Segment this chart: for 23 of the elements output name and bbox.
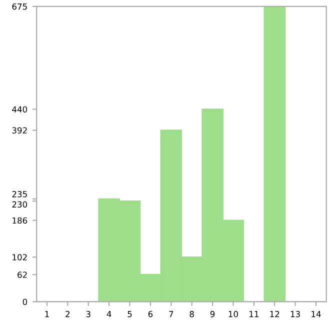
y-tick-label: 392 — [12, 127, 27, 134]
x-tick-label: 11 — [250, 311, 258, 318]
x-tick-label: 8 — [190, 310, 194, 318]
x-tick-label: 4 — [106, 311, 112, 318]
x-tick-label: 7 — [169, 311, 174, 318]
x-tick-label: 9 — [210, 310, 215, 318]
x-tick-label: 2 — [66, 310, 70, 318]
x-tick-label: 13 — [290, 310, 300, 318]
x-tick-label: 3 — [86, 310, 90, 318]
x-tick-label: 6 — [148, 310, 153, 318]
x-tick-label: 10 — [228, 310, 238, 318]
y-tick-label: 235 — [12, 191, 27, 198]
y-tick-label: 675 — [12, 3, 27, 10]
x-tick-label: 1 — [45, 311, 49, 318]
x-tick-label: 14 — [312, 311, 321, 318]
y-tick-label: 62 — [18, 272, 27, 278]
x-tick-label: 5 — [128, 311, 132, 318]
y-tick-label: 230 — [12, 201, 28, 208]
y-tick-label: 0 — [22, 298, 28, 306]
y-tick-label: 102 — [12, 254, 27, 260]
y-tick-label: 440 — [12, 106, 28, 113]
y-tick-label: 186 — [12, 217, 28, 224]
x-tick-label: 12 — [270, 310, 280, 318]
